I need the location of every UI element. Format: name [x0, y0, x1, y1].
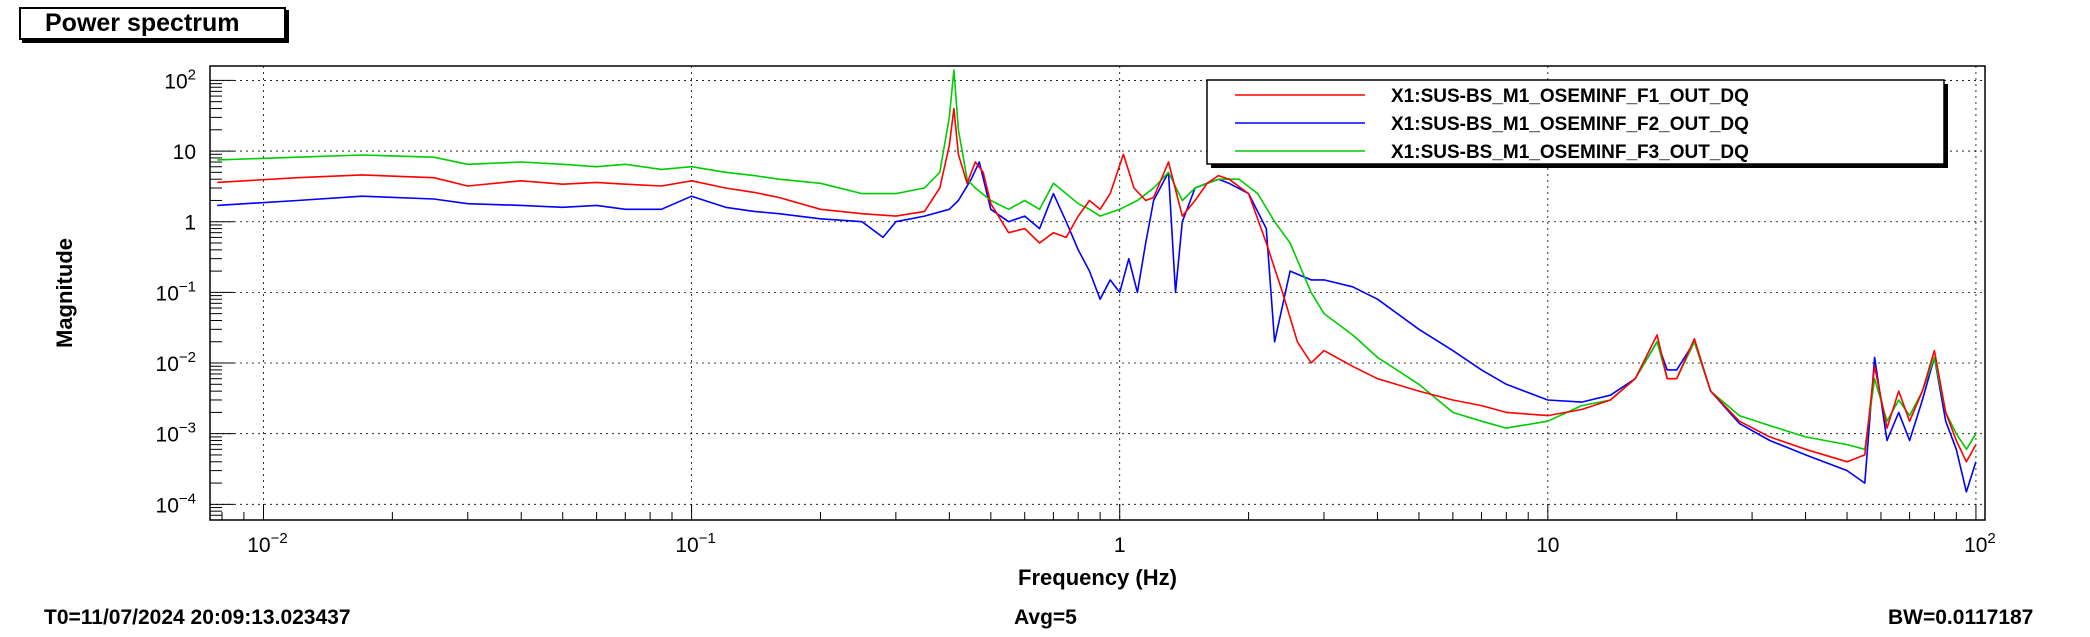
- power-spectrum-chart: 10−2 10−1 1 10 102 102 10 1 10−1 10−2 10−3 10−4 Freq…: [52, 65, 1996, 590]
- x-tick-label: 10−2: [247, 530, 287, 557]
- y-tick-label: 1: [184, 212, 196, 235]
- footer-t0: T0=11/07/2024 20:09:13.023437: [44, 606, 351, 629]
- y-tick-label: 10−2: [156, 349, 196, 376]
- series-line-1: [217, 107, 1977, 463]
- y-axis-label: Magnitude: [52, 238, 77, 348]
- x-axis-label: Frequency (Hz): [1018, 565, 1177, 590]
- series-line-3: [217, 69, 1977, 451]
- y-tick-label: 10−1: [156, 278, 196, 305]
- x-tick-label: 10−1: [675, 530, 715, 557]
- legend-box: [1206, 79, 1945, 165]
- y-tick-label: 10: [173, 141, 196, 164]
- y-tick-label: 102: [164, 66, 196, 93]
- x-tick-label: 102: [1964, 530, 1996, 557]
- x-tick-label: 10: [1536, 534, 1559, 557]
- y-tick-label: 10−3: [156, 420, 196, 447]
- footer-bw: BW=0.0117187: [1888, 606, 2034, 629]
- legend-label-2: X1:SUS-BS_M1_OSEMINF_F2_OUT_DQ: [1391, 114, 1749, 135]
- y-tick-label: 10−4: [156, 490, 196, 517]
- footer-avg: Avg=5: [1014, 606, 1077, 629]
- chart-title: Power spectrum: [19, 7, 286, 40]
- legend-label-3: X1:SUS-BS_M1_OSEMINF_F3_OUT_DQ: [1391, 142, 1749, 163]
- legend-label-1: X1:SUS-BS_M1_OSEMINF_F1_OUT_DQ: [1391, 86, 1749, 107]
- x-tick-label: 1: [1114, 534, 1126, 557]
- series-line-2: [217, 161, 1977, 493]
